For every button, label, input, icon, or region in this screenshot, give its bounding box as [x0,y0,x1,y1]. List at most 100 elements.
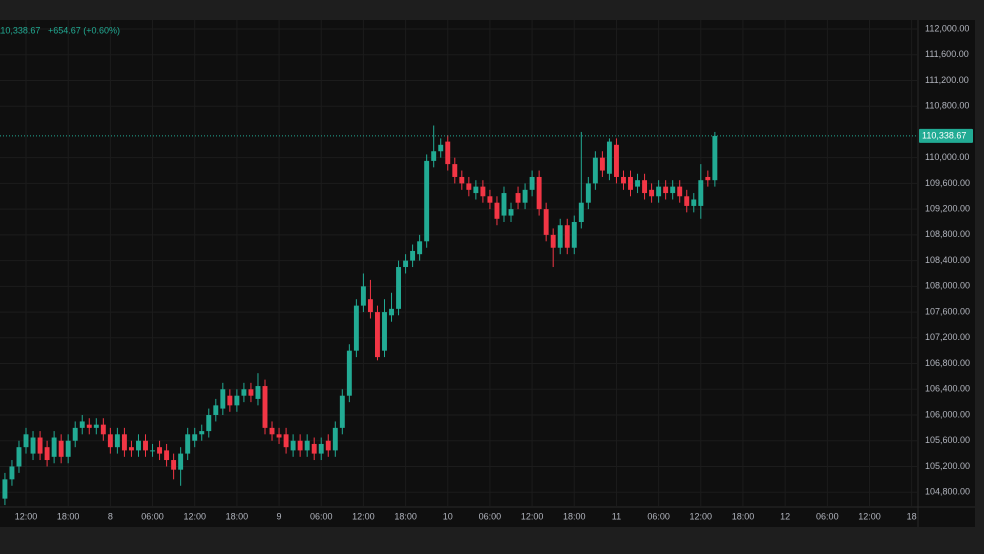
y-tick-label: 111,200.00 [925,75,969,85]
candle-body [213,405,219,416]
candle-body [705,176,711,181]
y-tick-label: 107,600.00 [925,306,970,316]
candle-body [452,164,458,177]
y-tick-label: 110,800.00 [925,101,969,111]
candle-body [578,202,584,223]
candle-body [9,466,15,480]
y-tick-label: 106,400.00 [925,384,970,394]
candle-body [332,427,338,451]
candle-body [107,434,113,448]
candle-body [382,312,387,351]
y-tick-label: 112,000.00 [925,23,969,33]
candle-body [459,176,465,184]
candle-body [192,434,198,441]
candles [0,125,918,506]
candle-body [529,176,535,190]
candle-body [515,193,521,203]
candle-body [642,180,648,194]
candle-body [431,151,437,161]
candle-body [86,424,92,428]
candle-body [44,447,50,461]
candle-body [346,350,352,396]
x-tick-label: 12:00 [15,511,38,521]
candle-body [677,186,683,197]
candle-body [417,241,423,255]
candle-body [410,250,416,261]
y-tick-label: 109,200.00 [925,204,970,214]
grid [0,20,918,507]
candle-body [628,176,633,190]
candle-body [353,305,359,351]
candle-body [606,141,612,174]
x-tick-label: 06:00 [310,511,333,521]
header-price: 110,338.67 [0,25,40,35]
candle-body [220,389,226,409]
candle-body [663,186,669,194]
candle-body [304,440,310,451]
header-change: +654.67 (+0.60%) [48,25,120,35]
candle-body [37,437,43,454]
candle-body [227,395,233,406]
candle-body [178,453,184,470]
candle-body [16,447,22,467]
candle-body [543,209,549,235]
candle-body [339,395,345,428]
candle-body [550,234,556,248]
x-tick-label: 10 [443,511,453,521]
candle-body [473,186,479,194]
candle-body [403,260,409,268]
candle-body [79,421,85,428]
candle-body [290,440,296,451]
candle-body [613,144,619,177]
candle-body [487,196,493,203]
y-tick-label: 107,200.00 [925,332,970,342]
candle-body [325,440,331,451]
candle-body [360,286,366,306]
candle-body [100,424,106,435]
candle-body [136,440,141,451]
x-tick-label: 12 [780,511,790,521]
x-tick-label: 12:00 [521,511,544,521]
y-tick-label: 105,600.00 [925,435,970,445]
candle-body [318,443,324,454]
x-tick-label: 12:00 [183,511,206,521]
x-tick-label: 18:00 [226,511,249,521]
candle-body [649,189,655,197]
candle-body [150,450,155,452]
candle-body [599,157,605,171]
x-tick-label: 18:00 [394,511,417,521]
y-tick-label: 109,600.00 [925,178,970,188]
candle-body [276,434,282,438]
x-tick-label: 12:00 [858,511,881,521]
candle-body [93,424,99,428]
candle-body [164,450,170,461]
candle-body [51,437,57,457]
x-tick-label: 18:00 [57,511,80,521]
labels: 110,338.67 +654.67 (+0.60%) 104,800.00 10… [0,23,973,521]
x-tick-label: 11 [612,511,621,521]
candle-body [157,447,163,454]
y-tick-label: 104,800.00 [925,487,970,497]
y-tick-label: 108,400.00 [925,255,970,265]
candle-body [185,434,191,454]
x-tick-label: 9 [277,511,282,521]
candle-body [128,447,134,451]
candle-body [65,440,71,457]
candle-body [712,135,718,181]
candle-body [571,222,577,248]
candle-body [283,434,289,448]
candle-body [30,437,36,454]
x-tick-label: 18:00 [732,511,755,521]
candle-body [262,386,268,428]
candle-body [389,308,394,316]
candle-body [656,186,662,197]
x-tick-label: 06:00 [141,511,164,521]
candle-body [480,186,486,197]
candle-body [121,434,127,451]
x-tick-label: 18:00 [563,511,586,521]
candle-body [508,209,514,216]
x-tick-label: 06:00 [479,511,502,521]
candle-body [424,160,430,242]
candle-body [241,389,247,396]
